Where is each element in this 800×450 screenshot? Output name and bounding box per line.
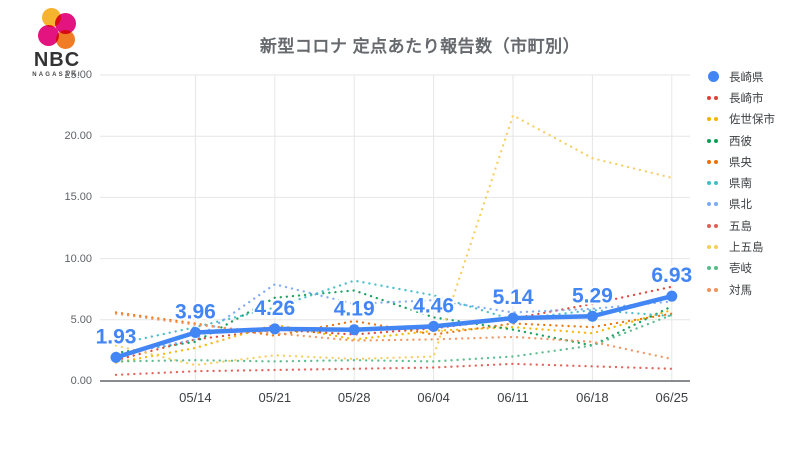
y-tick-label: 0.00 xyxy=(70,375,92,387)
legend-item-県北: 県北 xyxy=(707,194,797,215)
legend-dotted-marker-icon xyxy=(707,266,725,271)
plot-area: 1.93 3.96 4.26 4.19 4.46 5.14 5.29 6.93 xyxy=(94,74,694,382)
nbc-logo-mark-icon xyxy=(38,8,76,49)
legend-item-西彼: 西彼 xyxy=(707,130,797,151)
data-point-label: 5.14 xyxy=(493,286,534,309)
series-佐世保市 xyxy=(114,308,673,364)
data-point-label: 4.46 xyxy=(413,294,454,317)
legend-item-県央: 県央 xyxy=(707,151,797,172)
x-tick-label: 05/28 xyxy=(337,390,371,405)
legend-label: 西彼 xyxy=(729,135,752,148)
line-chart-canvas: 1.93 3.96 4.26 4.19 4.46 5.14 5.29 6.93 xyxy=(94,74,694,382)
legend-label: 長崎市 xyxy=(729,92,764,105)
data-point-marker xyxy=(110,351,122,363)
legend-dotted-marker-icon xyxy=(707,138,725,143)
chart-legend: 長崎県長崎市佐世保市西彼県央県南県北五島上五島壱岐対馬 xyxy=(707,66,797,300)
legend-dotted-marker-icon xyxy=(707,245,725,250)
legend-item-県南: 県南 xyxy=(707,172,797,193)
logo-blob-pink-icon xyxy=(55,13,76,34)
legend-item-上五島: 上五島 xyxy=(707,236,797,257)
data-point-label: 3.96 xyxy=(175,301,216,324)
series-壱岐 xyxy=(114,313,673,363)
brand-subtitle: NAGASAKI xyxy=(32,72,82,78)
data-point-label: 1.93 xyxy=(96,325,137,348)
logo-blob-orange-icon xyxy=(56,30,75,49)
brand-name: NBC xyxy=(33,49,81,71)
x-axis: 05/14 05/21 05/28 06/04 06/11 06/18 06/25 xyxy=(100,390,700,408)
legend-dotted-marker-icon xyxy=(707,159,725,164)
legend-item-壱岐: 壱岐 xyxy=(707,258,797,279)
series-県南 xyxy=(114,279,673,346)
chart-title: 新型コロナ 定点あたり報告数（市町別） xyxy=(259,37,581,56)
data-point-label: 6.93 xyxy=(651,264,692,287)
data-point-marker xyxy=(189,327,201,339)
legend-dotted-marker-icon xyxy=(707,223,725,228)
y-tick-label: 10.00 xyxy=(64,252,92,265)
legend-dotted-marker-icon xyxy=(707,202,725,207)
series-長崎県: 1.93 3.96 4.26 4.19 4.46 5.14 5.29 6.93 xyxy=(94,262,694,363)
legend-label: 長崎県 xyxy=(729,71,764,84)
series-西彼 xyxy=(114,289,673,354)
y-tick-label: 20.00 xyxy=(64,130,92,143)
data-point-marker xyxy=(666,290,678,302)
data-point-label: 4.19 xyxy=(334,298,375,321)
legend-label: 県南 xyxy=(729,178,752,191)
legend-dotted-marker-icon xyxy=(707,181,725,186)
x-tick-label: 06/11 xyxy=(497,390,529,405)
legend-dotted-marker-icon xyxy=(707,95,725,100)
data-point-marker xyxy=(269,323,281,335)
legend-dotted-marker-icon xyxy=(707,117,725,122)
x-tick-label: 06/04 xyxy=(417,390,450,405)
legend-label: 五島 xyxy=(729,220,752,233)
legend-dotted-marker-icon xyxy=(707,287,725,292)
logo-blob-magenta-icon xyxy=(38,25,59,46)
y-tick-label: 25.00 xyxy=(64,69,92,81)
legend-item-佐世保市: 佐世保市 xyxy=(707,109,797,130)
legend-item-長崎県: 長崎県 xyxy=(707,66,797,87)
legend-item-五島: 五島 xyxy=(707,215,797,236)
legend-label: 県北 xyxy=(729,199,752,212)
legend-label: 県央 xyxy=(729,156,752,169)
series-上五島 xyxy=(114,113,673,367)
legend-circle-marker-icon xyxy=(707,71,725,83)
legend-label: 対馬 xyxy=(729,284,752,297)
data-point-marker xyxy=(507,312,519,324)
x-tick-label: 05/14 xyxy=(179,390,212,405)
legend-label: 上五島 xyxy=(729,242,764,255)
data-point-marker xyxy=(348,324,360,336)
legend-label: 佐世保市 xyxy=(729,114,775,127)
legend-item-長崎市: 長崎市 xyxy=(707,87,797,108)
nbc-logo: NBC NAGASAKI xyxy=(20,8,94,78)
series-対馬 xyxy=(114,312,673,361)
data-point-marker xyxy=(428,320,440,332)
series-五島 xyxy=(114,362,673,377)
y-axis: 0.00 5.00 10.00 15.00 20.00 25.00 xyxy=(36,69,92,387)
x-tick-label: 05/21 xyxy=(258,390,292,405)
legend-item-対馬: 対馬 xyxy=(707,279,797,300)
x-tick-label: 06/25 xyxy=(655,390,689,405)
legend-label: 壱岐 xyxy=(729,263,752,276)
data-point-label: 4.26 xyxy=(254,297,295,320)
y-tick-label: 15.00 xyxy=(64,191,92,204)
series-長崎市 xyxy=(114,285,673,362)
x-tick-label: 06/18 xyxy=(576,390,609,405)
data-point-label: 5.29 xyxy=(572,284,613,307)
y-tick-label: 5.00 xyxy=(70,313,92,326)
data-point-marker xyxy=(586,310,598,322)
